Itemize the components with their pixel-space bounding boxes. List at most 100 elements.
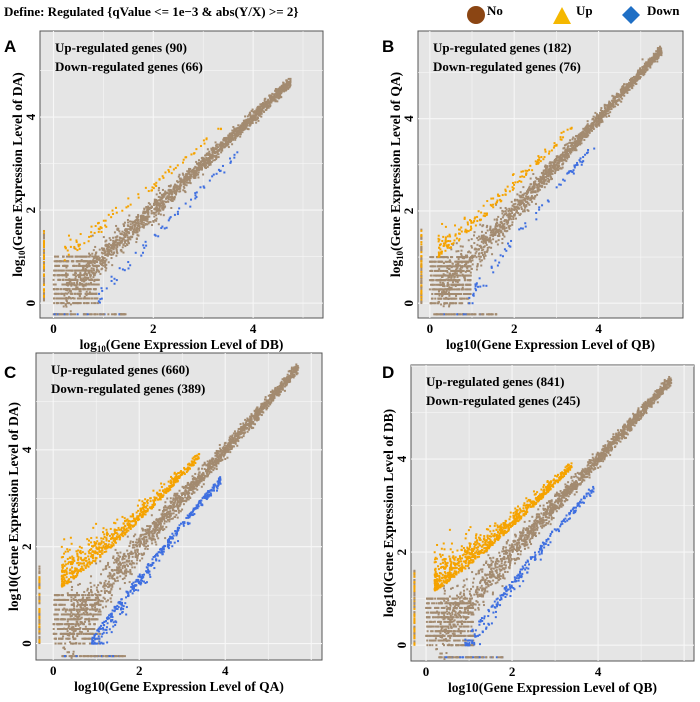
point-no [249,123,252,126]
point-zero-x [42,254,45,257]
point-down [229,161,232,164]
point-zero-x [420,290,423,293]
point-no [259,103,262,106]
point-no [212,154,215,157]
point-no [186,170,189,173]
point-no [95,271,98,274]
point-no [473,248,476,251]
point-up [528,168,531,171]
point-no [527,187,530,190]
point-no [79,264,82,267]
point-no [482,234,485,237]
point-no [484,240,487,243]
point-no [159,196,162,199]
point-up [444,249,447,252]
point-down [160,227,163,230]
point-no [656,48,659,51]
point-no [61,274,64,277]
point-no [543,181,546,184]
point-no [139,216,142,219]
point-no [465,261,468,264]
point-up [69,238,72,241]
point-no [87,292,90,295]
point-no [214,147,217,150]
point-no [239,124,242,127]
point-no [501,237,504,240]
point-no [206,165,209,168]
point-no [499,221,502,224]
point-no [84,264,87,267]
point-no [186,173,189,176]
point-up [202,139,205,142]
point-no [483,238,486,241]
point-no [157,203,160,206]
point-no [439,278,442,281]
point-up [458,228,461,231]
point-no [653,55,656,58]
point-no [190,169,193,172]
point-up [458,232,461,235]
point-no [512,214,515,217]
point-up [144,186,147,189]
point-no [92,249,95,252]
point-no [469,271,472,274]
point-no [91,255,94,258]
point-zero-x [420,300,423,303]
point-no [90,302,93,305]
point-up [64,245,67,248]
point-no [631,79,634,82]
point-no [470,267,473,270]
point-no [169,192,172,195]
point-no [483,252,486,255]
point-no [542,173,545,176]
point-no [460,252,463,255]
point-no [429,279,432,282]
point-no [523,208,526,211]
point-no [106,243,109,246]
point-no [448,297,451,300]
point-no [493,233,496,236]
point-no [439,293,442,296]
point-no [83,265,86,268]
point-no [604,104,607,107]
point-no [92,259,95,262]
point-no [562,162,565,165]
point-no [619,93,622,96]
point-no [130,227,133,230]
point-no [211,156,214,159]
point-no [229,137,232,140]
point-no [59,297,62,300]
point-no [273,93,276,96]
point-no [471,254,474,257]
point-no [501,212,504,215]
point-up [99,226,102,229]
point-no [582,127,585,130]
point-no [88,297,91,300]
point-no [265,108,268,111]
point-up [540,156,543,159]
point-no [92,260,95,263]
point-no [641,67,644,70]
point-no [159,202,162,205]
point-no [161,201,164,204]
point-no [617,93,620,96]
point-no [590,129,593,132]
point-no [280,96,283,99]
point-no [608,102,611,105]
point-no [613,100,616,103]
point-no [440,303,443,306]
point-zero-x [42,230,45,233]
point-no [630,77,633,80]
point-no [164,193,167,196]
point-no [63,292,66,295]
point-down [208,179,211,182]
point-no [486,224,489,227]
point-no [124,228,127,231]
point-no [221,147,224,150]
point-up [477,210,480,213]
point-no [656,58,659,61]
point-no [585,127,588,130]
point-no [437,288,440,291]
point-no [220,141,223,144]
point-no [99,272,102,275]
